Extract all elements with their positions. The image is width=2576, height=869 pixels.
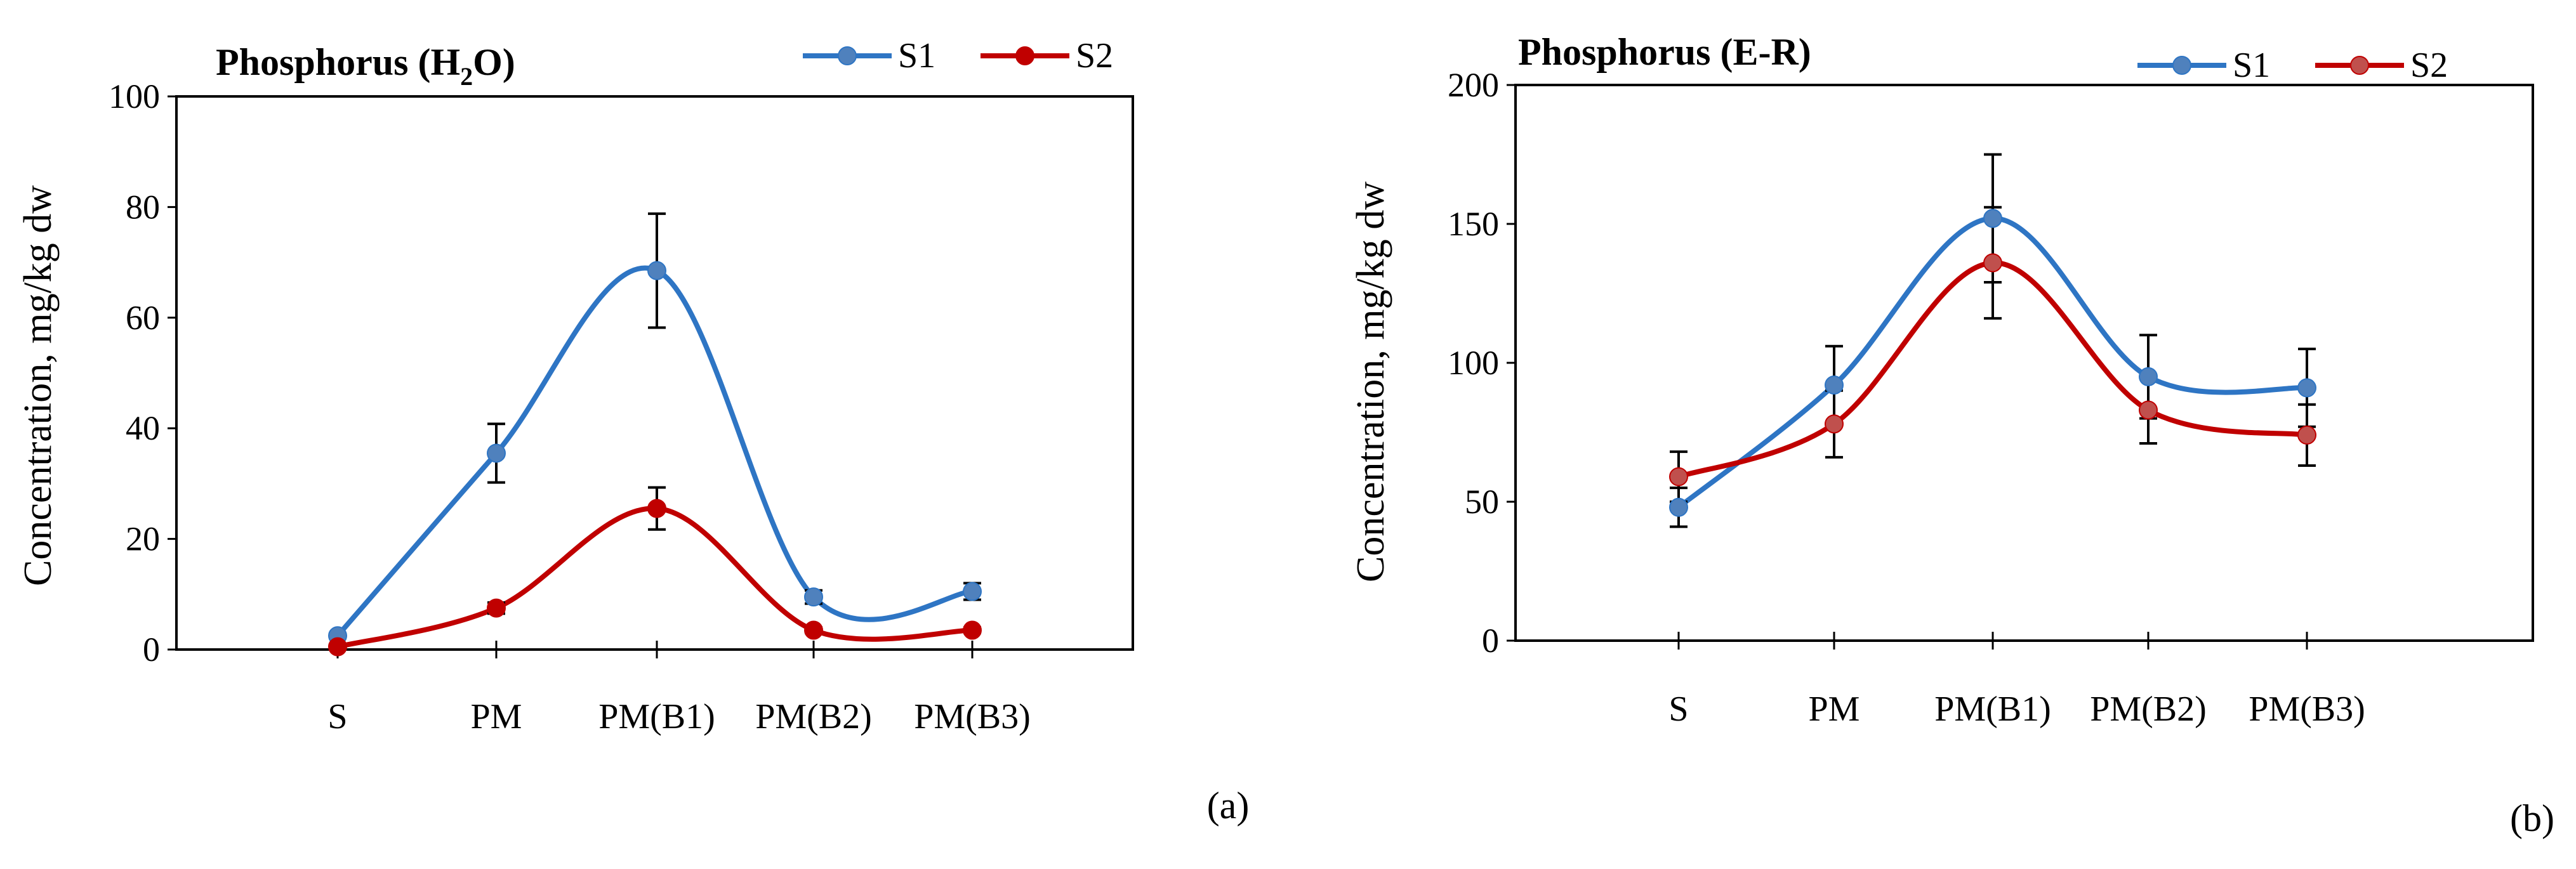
panel-label-a: (a) <box>1207 785 1250 827</box>
legend-label-s1: S1 <box>898 36 935 75</box>
legend-a: S1 S2 <box>803 36 1113 75</box>
data-point-s1 <box>647 261 666 280</box>
data-point-s1 <box>487 443 506 463</box>
x-category-label: PM(B3) <box>2249 689 2365 729</box>
plot-area-a <box>175 95 1134 651</box>
chart-panel-a: Phosphorus (H2O) Concentration, mg/kg dw… <box>17 36 1249 827</box>
series-line-s1 <box>335 265 975 639</box>
legend-label-s1: S1 <box>2233 46 2270 85</box>
x-category-label: S <box>327 697 347 736</box>
data-point-s2 <box>963 620 982 640</box>
panel-label-b: (b) <box>2510 797 2554 839</box>
y-tick-label: 80 <box>126 188 160 226</box>
y-axis-label-b: Concentration, mg/kg dw <box>1349 181 1392 582</box>
legend-marker-s2 <box>2350 56 2369 75</box>
data-point-s2 <box>328 637 347 657</box>
y-tick-label: 0 <box>1482 622 1499 660</box>
y-axis-label-a: Concentration, mg/kg dw <box>17 185 60 586</box>
legend-label-s2: S2 <box>1076 36 1113 75</box>
y-tick-label: 0 <box>143 631 160 669</box>
data-point-s1 <box>2297 378 2316 398</box>
x-category-label: PM(B1) <box>598 697 715 736</box>
x-category-label: S <box>1668 689 1688 729</box>
legend-b: S1 S2 <box>2137 46 2448 85</box>
x-category-label: PM <box>471 697 522 736</box>
data-point-s1 <box>1825 376 1844 395</box>
y-tick-label: 150 <box>1448 205 1499 243</box>
legend-marker-s2 <box>1015 46 1034 65</box>
data-point-s2 <box>647 499 666 518</box>
x-category-label: PM(B2) <box>2090 689 2207 729</box>
x-category-label: PM(B2) <box>755 697 872 736</box>
data-point-s2 <box>2297 425 2316 445</box>
x-category-label: PM <box>1809 689 1860 729</box>
legend-marker-s1 <box>838 46 857 65</box>
chart-title-b: Phosphorus (E-R) <box>1518 31 1811 73</box>
data-point-s1 <box>804 587 823 607</box>
data-point-s1 <box>1983 209 2002 228</box>
data-point-s2 <box>487 598 506 618</box>
y-tick-label: 40 <box>126 409 160 447</box>
y-tick-label: 200 <box>1448 66 1499 104</box>
y-tick-label: 20 <box>126 520 160 558</box>
y-tick-label: 60 <box>126 299 160 337</box>
legend-marker-s1 <box>2172 56 2191 75</box>
data-point-s1 <box>963 582 982 601</box>
y-tick-label: 100 <box>109 77 160 115</box>
data-point-s2 <box>2139 400 2158 420</box>
chart-title-a: Phosphorus (H2O) <box>216 41 515 91</box>
y-tick-label: 50 <box>1465 483 1499 521</box>
chart-panel-b: Phosphorus (E-R) Concentration, mg/kg dw… <box>1349 31 2554 839</box>
data-point-s2 <box>1825 414 1844 434</box>
data-point-s2 <box>804 620 823 640</box>
data-point-s1 <box>2139 367 2158 386</box>
data-point-s2 <box>1669 467 1688 487</box>
x-category-label: PM(B3) <box>914 697 1031 736</box>
x-category-label: PM(B1) <box>1934 689 2051 729</box>
y-tick-label: 100 <box>1448 344 1499 382</box>
plot-area-b <box>1514 84 2534 642</box>
data-point-s2 <box>1983 253 2002 273</box>
legend-label-s2: S2 <box>2410 46 2448 85</box>
data-point-s1 <box>1669 497 1688 517</box>
